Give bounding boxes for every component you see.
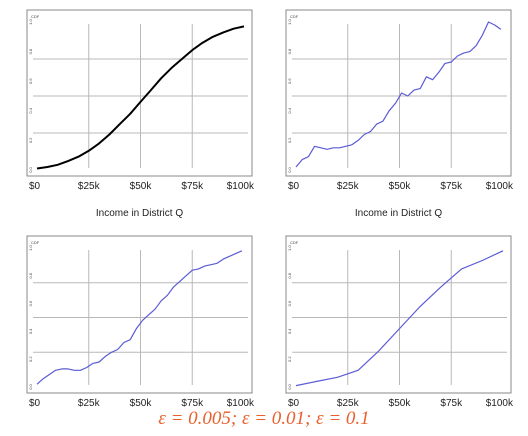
y-tick-label: 0.0 [28,383,33,389]
x-tick-label: $0 [288,181,300,192]
x-tick-label: $50k [389,398,412,409]
y-tick-label: 0.4 [287,107,292,113]
x-tick-label: $75k [440,181,463,192]
y-tick-label: 0.0 [287,383,292,389]
cdf-series-line [295,21,502,168]
plot-frame [285,9,512,177]
y-tick-label: 0.4 [28,107,33,113]
x-tick-label: $0 [288,398,300,409]
y-tick-label: 0.2 [287,137,292,143]
x-tick-label: $100k [486,398,514,409]
y-tick-label: 0.8 [28,272,33,278]
panel-label: CDF [31,14,40,19]
x-tick-label: $100k [486,181,514,192]
x-tick-label: $75k [181,398,204,409]
y-tick-label: 0.6 [28,300,33,306]
panel-label: CDF [31,240,40,245]
y-tick-label: 0.0 [287,166,292,172]
cdf-series-line [36,25,245,170]
chart-panel-1: CDF 0.0 0.2 0.4 0.6 0.8 1.0 $0 $25k $50k $75k $100k… [26,9,255,219]
x-tick-label: $50k [389,181,412,192]
y-tick-label: 0.8 [28,48,33,54]
cdf-series-line [36,250,243,385]
x-axis-title: Income in District Q [96,208,183,219]
y-tick-label: 0.2 [28,356,33,362]
y-tick-label: 1.0 [28,244,33,250]
y-tick-label: 0.6 [28,78,33,84]
x-tick-label: $100k [227,398,255,409]
y-tick-label: 1.0 [287,244,292,250]
x-tick-label: $0 [29,398,41,409]
y-tick-label: 0.2 [28,137,33,143]
y-tick-label: 1.0 [287,18,292,24]
x-tick-label: $50k [130,181,153,192]
x-tick-label: $75k [440,398,463,409]
x-axis-title: Income in District Q [355,208,442,219]
x-tick-label: $25k [78,181,101,192]
chart-panel-3: CDF 0.0 0.2 0.4 0.6 0.8 1.0 $0 $25k $50k $75k $100k [26,235,255,409]
y-tick-label: 0.0 [28,166,33,172]
chart-panel-2: CDF 0.0 0.2 0.4 0.6 0.8 1.0 $0 $25k $50k $75k $100k… [285,9,514,219]
x-tick-label: $25k [337,181,360,192]
panel-label: CDF [290,14,299,19]
y-tick-label: 0.8 [287,272,292,278]
x-tick-label: $75k [181,181,204,192]
y-tick-label: 0.4 [28,328,33,334]
x-tick-label: $25k [337,398,360,409]
chart-panel-4: CDF 0.0 0.2 0.4 0.6 0.8 1.0 $0 $25k $50k $75k $100k [285,235,514,409]
y-tick-label: 0.8 [287,48,292,54]
x-tick-label: $100k [227,181,255,192]
epsilon-caption: ε = 0.005; ε = 0.01; ε = 0.1 [158,408,370,429]
plot-frame [285,235,512,394]
y-tick-label: 0.6 [287,78,292,84]
y-tick-label: 0.6 [287,300,292,306]
plot-frame [26,9,253,177]
x-tick-label: $50k [130,398,153,409]
x-tick-label: $0 [29,181,41,192]
cdf-series-line [295,250,504,387]
y-tick-label: 1.0 [28,18,33,24]
plot-frame [26,235,253,394]
x-tick-label: $25k [78,398,101,409]
y-tick-label: 0.2 [287,356,292,362]
panel-label: CDF [290,240,299,245]
y-tick-label: 0.4 [287,328,292,334]
